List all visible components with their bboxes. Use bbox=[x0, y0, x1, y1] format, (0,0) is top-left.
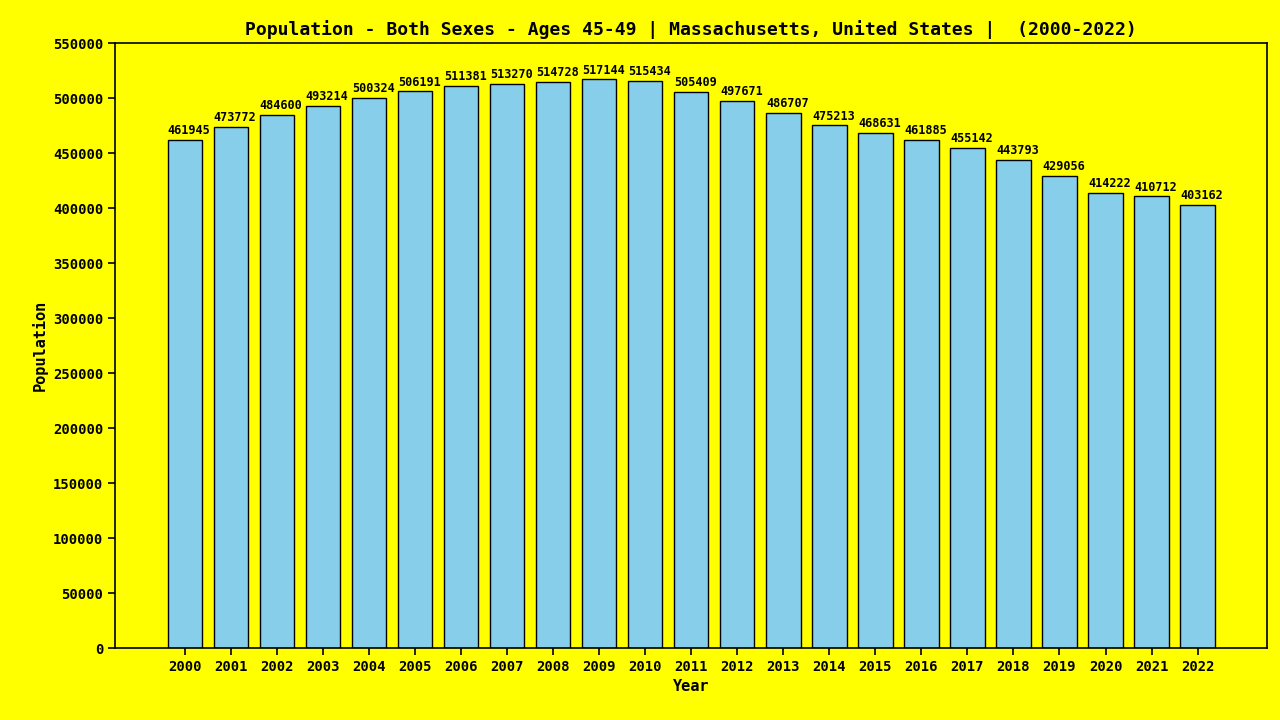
Bar bbox=[1042, 176, 1076, 648]
Bar bbox=[675, 92, 708, 648]
Bar bbox=[950, 148, 984, 648]
Bar bbox=[490, 84, 525, 648]
Bar bbox=[398, 91, 433, 648]
Bar bbox=[719, 101, 754, 648]
Text: 455142: 455142 bbox=[950, 132, 993, 145]
Text: 484600: 484600 bbox=[260, 99, 302, 112]
Text: 506191: 506191 bbox=[398, 76, 440, 89]
Text: 514728: 514728 bbox=[536, 66, 579, 79]
Bar bbox=[996, 160, 1030, 648]
Bar bbox=[812, 125, 846, 648]
Text: 511381: 511381 bbox=[444, 70, 486, 83]
Bar bbox=[214, 127, 248, 648]
Bar bbox=[1180, 204, 1215, 648]
Bar bbox=[628, 81, 663, 648]
Title: Population - Both Sexes - Ages 45-49 | Massachusetts, United States |  (2000-202: Population - Both Sexes - Ages 45-49 | M… bbox=[246, 20, 1137, 39]
Bar bbox=[260, 115, 294, 648]
Text: 493214: 493214 bbox=[306, 90, 348, 103]
Text: 461945: 461945 bbox=[168, 125, 210, 138]
Bar bbox=[582, 79, 617, 648]
Text: 473772: 473772 bbox=[214, 112, 256, 125]
Text: 515434: 515434 bbox=[628, 66, 671, 78]
Text: 505409: 505409 bbox=[675, 76, 717, 89]
Y-axis label: Population: Population bbox=[32, 300, 47, 391]
Bar bbox=[1088, 192, 1123, 648]
Bar bbox=[352, 98, 387, 648]
Text: 429056: 429056 bbox=[1042, 161, 1085, 174]
Text: 443793: 443793 bbox=[996, 144, 1039, 157]
Bar bbox=[1134, 197, 1169, 648]
Text: 475213: 475213 bbox=[812, 109, 855, 122]
Text: 403162: 403162 bbox=[1180, 189, 1224, 202]
Text: 513270: 513270 bbox=[490, 68, 532, 81]
Text: 486707: 486707 bbox=[765, 97, 809, 110]
Bar bbox=[765, 113, 800, 648]
Bar bbox=[904, 140, 938, 648]
Text: 500324: 500324 bbox=[352, 82, 394, 95]
Bar bbox=[536, 82, 571, 648]
Bar bbox=[444, 86, 479, 648]
Text: 517144: 517144 bbox=[582, 63, 625, 76]
Text: 468631: 468631 bbox=[858, 117, 901, 130]
Text: 497671: 497671 bbox=[719, 85, 763, 98]
X-axis label: Year: Year bbox=[673, 680, 709, 694]
Bar bbox=[858, 132, 892, 648]
Text: 414222: 414222 bbox=[1088, 176, 1132, 190]
Text: 410712: 410712 bbox=[1134, 181, 1178, 194]
Text: 461885: 461885 bbox=[904, 125, 947, 138]
Bar bbox=[168, 140, 202, 648]
Bar bbox=[306, 106, 340, 648]
